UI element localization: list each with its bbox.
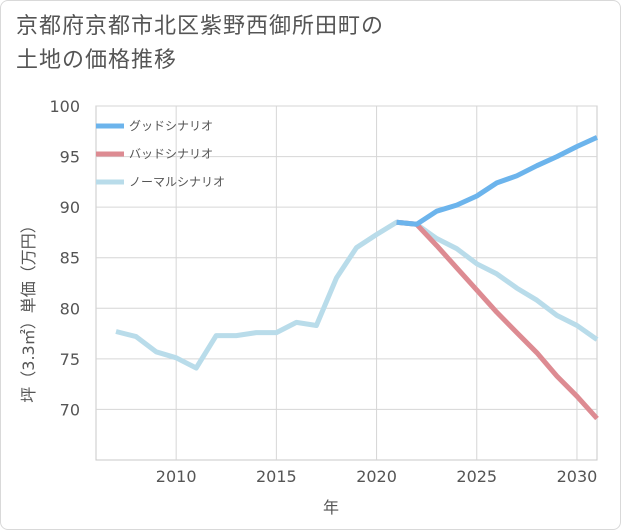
legend-label-2: ノーマルシナリオ	[129, 175, 225, 189]
y-tick-label: 75	[60, 350, 80, 369]
x-tick-label: 2030	[557, 467, 598, 486]
y-tick-label: 95	[60, 148, 80, 167]
y-axis-ticks: 70 75 80 85 90 95 100	[49, 97, 80, 419]
series-line-1	[396, 219, 599, 421]
legend-label-1: バッドシナリオ	[129, 147, 213, 161]
series-line-2	[115, 219, 599, 371]
series-line-0	[396, 135, 599, 227]
x-tick-label: 2025	[456, 467, 497, 486]
x-axis-ticks: 2010 2015 2020 2025 2030	[156, 467, 598, 486]
y-axis-title: 坪（3.3㎡）単価（万円）	[19, 217, 38, 402]
chart-title-line-1: 京都府京都市北区紫野西御所田町の	[16, 14, 385, 39]
x-tick-label: 2020	[356, 467, 397, 486]
y-tick-label: 85	[60, 249, 80, 268]
y-tick-label: 70	[60, 400, 80, 419]
series-lines	[115, 135, 599, 421]
y-tick-label: 80	[60, 299, 80, 318]
chart-title: 京都府京都市北区紫野西御所田町の 土地の価格推移	[16, 10, 576, 78]
x-axis-title: 年	[323, 498, 339, 517]
x-tick-label: 2010	[156, 467, 197, 486]
y-tick-label: 90	[60, 198, 80, 217]
chart-title-line-2: 土地の価格推移	[16, 48, 178, 73]
x-tick-label: 2015	[256, 467, 297, 486]
legend-label-0: グッドシナリオ	[129, 119, 213, 133]
y-tick-label: 100	[49, 97, 80, 116]
